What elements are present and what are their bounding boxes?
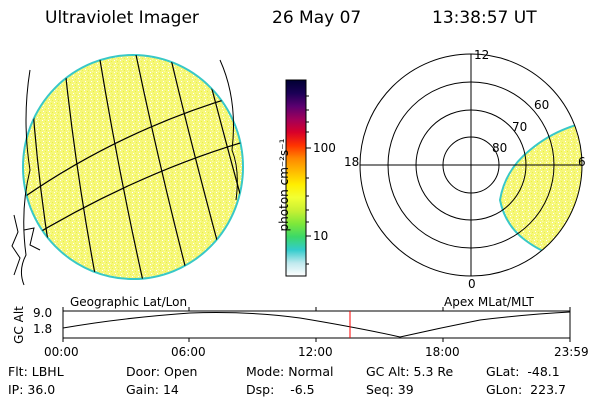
timeline-y-label: GC Alt (12, 306, 26, 344)
mlt-label-18: 18 (344, 155, 360, 169)
geographic-label: Geographic Lat/Lon (70, 295, 188, 309)
dsp-value: -6.5 (290, 382, 315, 397)
dsp-label: Dsp: (246, 382, 275, 397)
altitude-curve (62, 311, 571, 338)
mode-value: Normal (288, 364, 334, 379)
gain-value: 14 (162, 382, 179, 397)
gcalt-label: GC Alt: (366, 364, 410, 379)
earth-disk (22, 54, 244, 280)
mlat-label-70: 70 (512, 120, 528, 134)
door-label: Door: (126, 364, 161, 379)
polar-panel (359, 53, 583, 277)
colorbar-unit-label: photon cm⁻²s⁻¹ (277, 138, 291, 232)
mlt-label-6: 6 (578, 155, 586, 169)
mlat-label-80: 80 (492, 141, 508, 155)
mlat-label-60: 60 (534, 98, 550, 112)
door-value: Open (164, 364, 198, 379)
status-door: Door: Open (126, 364, 197, 379)
mlt-label-0: 0 (468, 277, 476, 291)
colorbar-tick-10: 10 (313, 229, 329, 243)
colorbar (285, 79, 311, 277)
timeline-xtick-2: 12:00 (298, 345, 333, 359)
glat-label: GLat: (486, 364, 520, 379)
status-glon: GLon: 223.7 (486, 382, 566, 397)
observation-date: 26 May 07 (272, 8, 362, 28)
status-dsp: Dsp: -6.5 (246, 382, 315, 397)
status-gain: Gain: 14 (126, 382, 179, 397)
apex-label: Apex MLat/MLT (444, 295, 534, 309)
ip-value: 36.0 (27, 382, 56, 397)
flt-value: LBHL (31, 364, 64, 379)
altitude-timeline (62, 307, 571, 342)
observation-time: 13:38:57 UT (432, 8, 537, 28)
timeline-xtick-1: 06:00 (171, 345, 206, 359)
timeline-xtick-0: 00:00 (44, 345, 79, 359)
gain-label: Gain: (126, 382, 159, 397)
status-gcalt: GC Alt: 5.3 Re (366, 364, 453, 379)
coastline-outlines (11, 59, 238, 286)
colorbar-tick-100: 100 (313, 141, 336, 155)
gcalt-value: 5.3 Re (413, 364, 454, 379)
glat-value: -48.1 (527, 364, 560, 379)
seq-label: Seq: (366, 382, 394, 397)
mode-label: Mode: (246, 364, 285, 379)
mlt-label-12: 12 (474, 48, 490, 62)
ip-label: IP: (8, 382, 24, 397)
status-ip: IP: 36.0 (8, 382, 55, 397)
timeline-xtick-3: 18:00 (425, 345, 460, 359)
timeline-frame (62, 310, 571, 339)
polar-grid (359, 53, 583, 277)
flt-label: Flt: (8, 364, 28, 379)
status-glat: GLat: -48.1 (486, 364, 560, 379)
status-flt: Flt: LBHL (8, 364, 64, 379)
timeline-xtick-4: 23:59 (554, 345, 589, 359)
timeline-ytick-9: 9.0 (33, 306, 53, 320)
timeline-ytick-1.8: 1.8 (33, 322, 53, 336)
seq-value: 39 (397, 382, 414, 397)
status-seq: Seq: 39 (366, 382, 414, 397)
glon-value: 223.7 (530, 382, 566, 397)
instrument-title: Ultraviolet Imager (45, 8, 199, 28)
glon-label: GLon: (486, 382, 523, 397)
status-mode: Mode: Normal (246, 364, 334, 379)
geographic-panel (11, 54, 244, 286)
